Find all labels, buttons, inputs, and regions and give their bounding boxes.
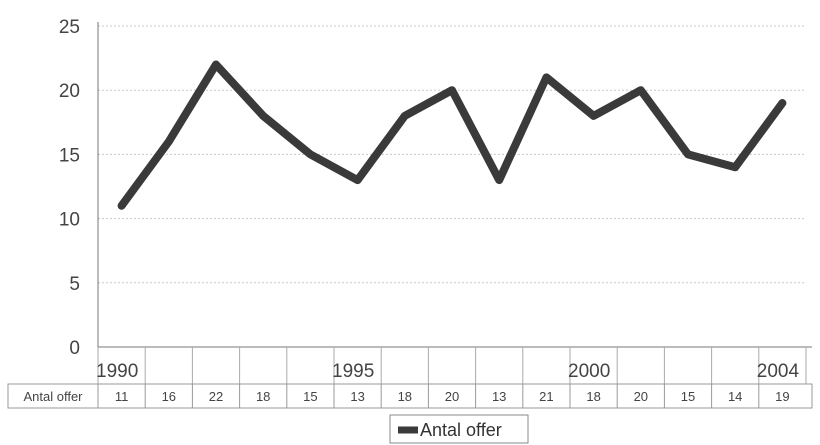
y-tick-label: 20 xyxy=(59,81,80,102)
data-table-cell: 15 xyxy=(303,389,317,404)
y-axis-ticks: 0 5 10 15 20 25 xyxy=(59,17,80,359)
x-tick-label: 1995 xyxy=(332,361,374,382)
data-table-cell: 20 xyxy=(634,389,648,404)
data-table-cell: 18 xyxy=(256,389,270,404)
y-tick-label: 5 xyxy=(69,274,80,295)
x-axis-labels: 1990 1995 2000 2004 xyxy=(96,347,807,384)
x-tick-label: 1990 xyxy=(96,361,138,382)
data-table-cell: 21 xyxy=(539,389,553,404)
data-table-series-label: Antal offer xyxy=(23,389,83,404)
data-table-cell: 13 xyxy=(350,389,364,404)
data-table-cell: 18 xyxy=(586,389,600,404)
axes xyxy=(97,22,812,348)
data-table-cell: 19 xyxy=(775,389,789,404)
data-table-cell: 15 xyxy=(681,389,695,404)
data-table-cell: 18 xyxy=(398,389,412,404)
gridlines xyxy=(98,25,806,284)
y-tick-label: 25 xyxy=(59,17,80,38)
data-table-cell: 20 xyxy=(445,389,459,404)
data-table: Antal offer 11 16 22 18 15 13 18 20 13 21 18 20 15 14 1… xyxy=(7,383,813,409)
legend: Antal offer xyxy=(389,414,529,444)
y-tick-label: 10 xyxy=(59,210,80,231)
data-table-cell: 11 xyxy=(115,389,129,404)
legend-label: Antal offer xyxy=(420,420,502,440)
data-table-cell: 14 xyxy=(728,389,742,404)
data-table-cell: 16 xyxy=(162,389,176,404)
series-line xyxy=(117,60,787,210)
x-tick-label: 2000 xyxy=(568,361,610,382)
x-tick-label: 2004 xyxy=(757,361,800,382)
data-table-frame xyxy=(7,383,813,409)
y-tick-label: 0 xyxy=(69,338,80,359)
y-tick-label: 15 xyxy=(59,145,80,166)
data-table-cell: 13 xyxy=(492,389,506,404)
series-lines xyxy=(117,60,787,210)
data-table-cell: 22 xyxy=(209,389,223,404)
